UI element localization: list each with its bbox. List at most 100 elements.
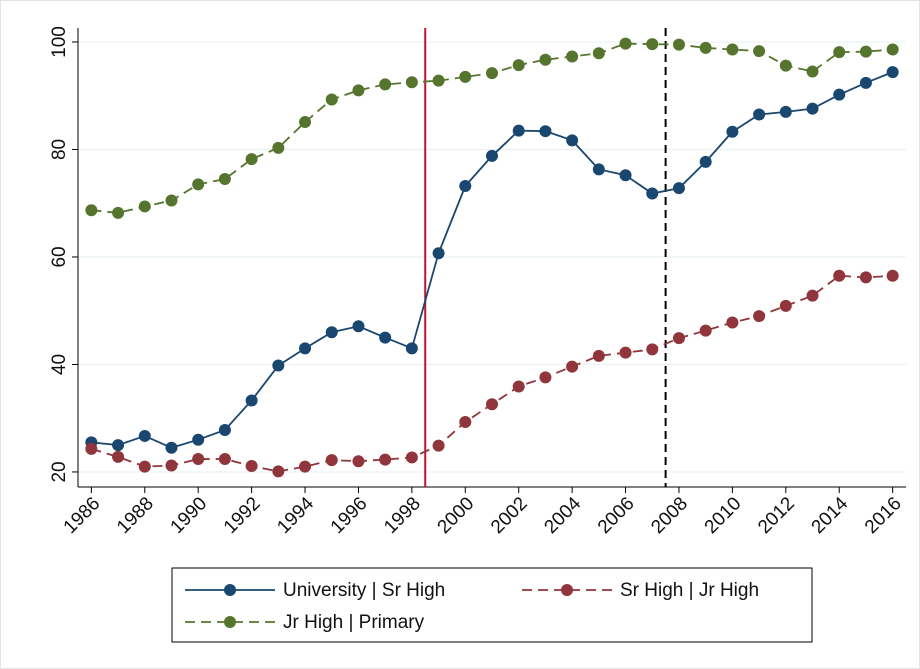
data-point <box>325 326 338 339</box>
data-point <box>432 439 445 452</box>
data-point <box>539 53 552 66</box>
data-point <box>619 346 632 359</box>
data-point <box>432 247 445 260</box>
y-tick-label: 60 <box>49 246 70 267</box>
y-tick-label: 40 <box>49 354 70 375</box>
data-point <box>272 465 285 478</box>
data-point <box>672 182 685 195</box>
data-point <box>726 125 739 138</box>
data-point <box>299 116 312 129</box>
legend-marker <box>561 584 573 596</box>
data-point <box>619 37 632 50</box>
data-point <box>672 38 685 51</box>
y-tick-label: 20 <box>49 461 70 482</box>
data-point <box>699 41 712 54</box>
data-point <box>512 380 525 393</box>
data-point <box>859 45 872 58</box>
data-point <box>779 105 792 118</box>
data-point <box>245 460 258 473</box>
data-point <box>192 178 205 191</box>
data-point <box>566 360 579 373</box>
data-point <box>325 93 338 106</box>
data-point <box>138 200 151 213</box>
data-point <box>592 349 605 362</box>
data-point <box>539 371 552 384</box>
data-point <box>833 269 846 282</box>
y-tick-label: 100 <box>49 26 70 58</box>
data-point <box>859 271 872 284</box>
data-point <box>112 450 125 463</box>
data-point <box>859 76 872 89</box>
data-point <box>486 149 498 162</box>
data-point <box>218 453 231 466</box>
data-point <box>218 173 231 186</box>
data-point <box>779 299 792 312</box>
data-point <box>619 169 632 182</box>
data-point <box>272 141 285 154</box>
data-point <box>138 460 151 473</box>
data-point <box>779 59 792 72</box>
data-point <box>405 76 418 89</box>
data-point <box>459 180 472 193</box>
data-point <box>753 108 766 121</box>
data-point <box>245 394 258 407</box>
legend-marker <box>224 584 236 596</box>
data-point <box>726 316 739 329</box>
data-point <box>566 50 579 63</box>
data-point <box>486 67 498 80</box>
data-point <box>646 38 659 51</box>
data-point <box>886 66 899 79</box>
y-tick-label: 80 <box>49 139 70 160</box>
data-point <box>833 88 846 101</box>
data-point <box>699 324 712 337</box>
data-point <box>726 43 739 56</box>
legend-label: University | Sr High <box>283 580 445 601</box>
data-point <box>379 78 392 91</box>
data-point <box>272 359 285 372</box>
data-point <box>753 310 766 323</box>
data-point <box>566 134 579 147</box>
data-point <box>646 343 659 356</box>
data-point <box>165 194 178 207</box>
data-point <box>138 429 151 442</box>
data-point <box>352 84 365 97</box>
data-point <box>218 424 231 437</box>
legend-box <box>171 567 813 643</box>
data-point <box>192 453 205 466</box>
data-point <box>379 453 392 466</box>
data-point <box>512 124 525 137</box>
data-point <box>806 65 819 78</box>
data-point <box>886 43 899 56</box>
data-point <box>112 439 125 452</box>
data-point <box>405 342 418 355</box>
data-point <box>459 70 472 83</box>
data-point <box>806 102 819 115</box>
data-point <box>352 320 365 333</box>
data-point <box>486 398 498 411</box>
data-point <box>592 47 605 60</box>
data-point <box>886 269 899 282</box>
legend-label: Jr High | Primary <box>283 612 425 633</box>
data-point <box>459 415 472 428</box>
data-point <box>405 451 418 464</box>
data-point <box>432 74 445 87</box>
data-point <box>753 45 766 58</box>
data-point <box>699 155 712 168</box>
data-point <box>165 459 178 472</box>
legend-label: Sr High | Jr High <box>620 580 759 601</box>
data-point <box>85 204 98 217</box>
data-point <box>245 153 258 166</box>
data-point <box>352 455 365 468</box>
data-point <box>806 289 819 302</box>
data-point <box>379 331 392 344</box>
data-point <box>646 187 659 200</box>
data-point <box>112 206 125 219</box>
data-point <box>833 46 846 59</box>
data-point <box>672 332 685 345</box>
data-point <box>592 163 605 176</box>
data-point <box>299 460 312 473</box>
data-point <box>165 441 178 454</box>
data-point <box>325 454 338 467</box>
